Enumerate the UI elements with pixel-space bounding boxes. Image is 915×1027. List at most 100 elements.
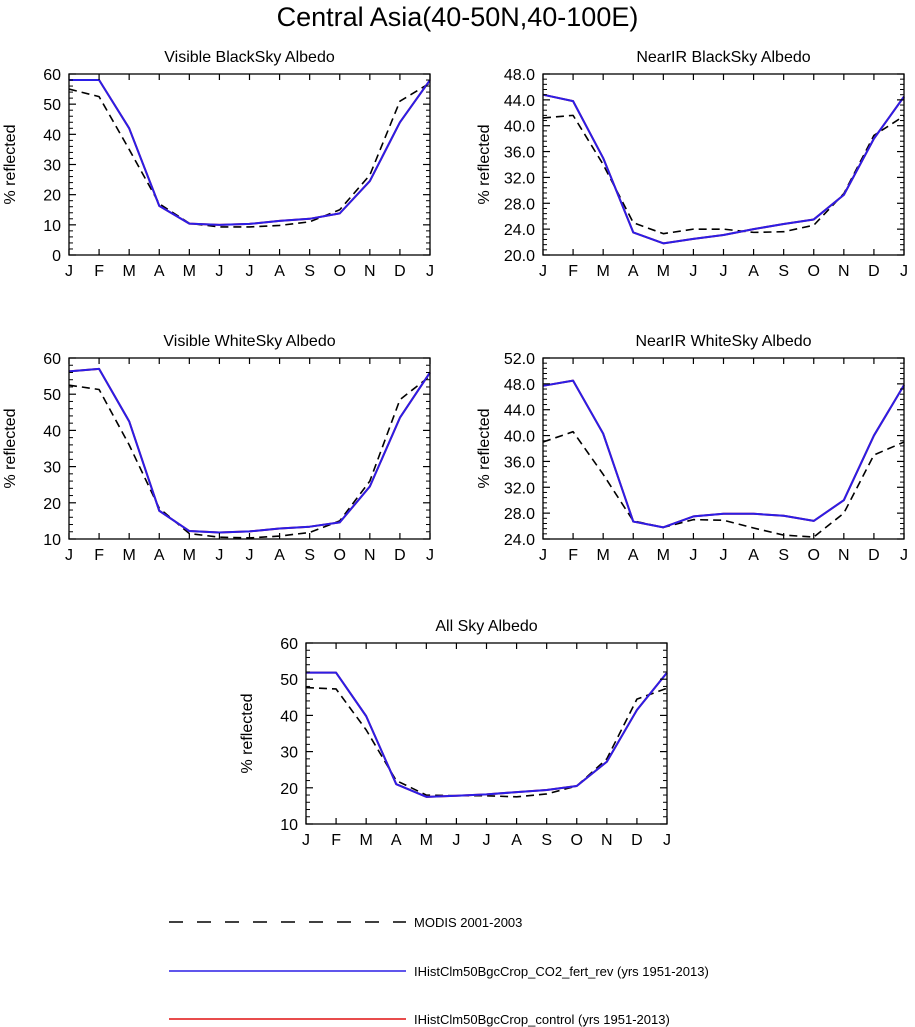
x-tick-label: A: [154, 547, 165, 564]
series-line-ihistclm50bgccrop-co2-fert-rev-yrs-1951-2013: [69, 79, 431, 226]
x-tick-label: S: [778, 263, 789, 280]
x-tick-label: A: [748, 547, 759, 564]
x-tick-label: J: [663, 832, 671, 849]
chart-title: NearIR BlackSky Albedo: [636, 49, 810, 66]
chart-nearir-whitesky-albedo: NearIR WhiteSky Albedo % reflected J F M A M J J…: [476, 333, 908, 564]
chart-title: All Sky Albedo: [435, 618, 537, 635]
x-tick-label: N: [364, 263, 376, 280]
y-tick-label: 44.0: [504, 403, 535, 420]
x-tick-label: M: [657, 263, 670, 280]
y-tick-label: 40.0: [504, 119, 535, 136]
y-tick-label: 24.0: [504, 532, 535, 549]
y-tick-label: 0: [52, 248, 61, 265]
x-tick-label: N: [364, 547, 376, 564]
series-line-ihistclm50bgccrop-co2-fert-rev-yrs-1951-2013: [68, 367, 431, 534]
y-tick-label: 50: [280, 672, 298, 689]
x-tick-label: M: [597, 547, 610, 564]
x-tick-label: F: [568, 547, 578, 564]
y-tick-label: 50: [43, 97, 61, 114]
x-tick-label: M: [183, 547, 196, 564]
x-tick-label: J: [900, 547, 908, 564]
y-tick-label: 50: [43, 387, 61, 404]
x-tick-label: J: [539, 263, 547, 280]
x-tick-label: J: [452, 832, 460, 849]
series-line-modis-2001-2003: [68, 82, 431, 228]
y-tick-label: 40: [43, 423, 61, 440]
x-tick-label: F: [94, 263, 104, 280]
x-tick-label: S: [778, 547, 789, 564]
x-tick-label: S: [304, 547, 315, 564]
x-tick-label: D: [394, 547, 406, 564]
x-tick-label: M: [123, 547, 136, 564]
y-tick-label: 30: [280, 745, 298, 762]
y-tick-label: 30: [43, 460, 61, 477]
series-line-ihistclm50bgccrop-co2-fert-rev-yrs-1951-2013: [306, 671, 668, 798]
x-tick-label: J: [483, 832, 491, 849]
series-line-ihistclm50bgccrop-co2-fert-rev-yrs-1951-2013: [542, 93, 905, 245]
y-tick-label: 24.0: [504, 222, 535, 239]
x-tick-label: D: [631, 832, 643, 849]
x-tick-label: A: [274, 547, 285, 564]
x-tick-label: J: [65, 263, 73, 280]
y-tick-label: 60: [43, 351, 61, 368]
x-tick-label: J: [720, 263, 728, 280]
legend-item-ihistclm50bgccrop-co2-fert-rev-yrs-1951-2013: IHistClm50BgcCrop_CO2_fert_rev (yrs 1951…: [169, 964, 709, 979]
x-tick-label: A: [628, 547, 639, 564]
y-axis-label: % reflected: [2, 408, 19, 488]
y-tick-label: 40: [43, 127, 61, 144]
y-tick-label: 10: [43, 532, 61, 549]
legend-label: MODIS 2001-2003: [414, 915, 522, 930]
x-tick-label: J: [900, 263, 908, 280]
x-tick-label: J: [689, 547, 697, 564]
x-tick-label: M: [123, 263, 136, 280]
y-tick-label: 36.0: [504, 145, 535, 162]
x-tick-label: S: [304, 263, 315, 280]
y-tick-label: 40.0: [504, 429, 535, 446]
y-axis-label: % reflected: [476, 408, 493, 488]
x-tick-label: O: [571, 832, 583, 849]
y-tick-label: 32.0: [504, 480, 535, 497]
x-tick-label: J: [539, 547, 547, 564]
x-tick-label: A: [748, 263, 759, 280]
x-tick-label: J: [65, 547, 73, 564]
x-tick-label: S: [541, 832, 552, 849]
y-tick-label: 20.0: [504, 248, 535, 265]
series-line-modis-2001-2003: [542, 430, 905, 538]
y-tick-label: 44.0: [504, 93, 535, 110]
chart-title: Visible BlackSky Albedo: [164, 49, 335, 66]
x-tick-label: D: [394, 263, 406, 280]
y-tick-label: 52.0: [504, 351, 535, 368]
legend-item-modis-2001-2003: MODIS 2001-2003: [169, 915, 522, 930]
y-tick-label: 48.0: [504, 377, 535, 394]
x-tick-label: J: [302, 832, 310, 849]
legend-label: IHistClm50BgcCrop_control (yrs 1951-2013…: [414, 1012, 670, 1027]
y-axis-label: % reflected: [2, 124, 19, 204]
x-tick-label: J: [720, 547, 728, 564]
y-tick-label: 10: [280, 817, 298, 834]
x-tick-label: A: [628, 263, 639, 280]
x-tick-label: M: [183, 263, 196, 280]
y-tick-label: 20: [280, 781, 298, 798]
y-tick-label: 10: [43, 218, 61, 235]
y-tick-label: 36.0: [504, 454, 535, 471]
x-tick-label: J: [426, 547, 434, 564]
y-tick-label: 20: [43, 496, 61, 513]
series-line-modis-2001-2003: [305, 686, 668, 798]
x-tick-label: J: [689, 263, 697, 280]
x-tick-label: D: [868, 263, 880, 280]
x-tick-label: D: [868, 547, 880, 564]
x-tick-label: J: [215, 263, 223, 280]
y-tick-label: 20: [43, 188, 61, 205]
x-tick-label: M: [420, 832, 433, 849]
x-tick-label: M: [360, 832, 373, 849]
x-tick-label: F: [568, 263, 578, 280]
x-tick-label: J: [426, 263, 434, 280]
legend-label: IHistClm50BgcCrop_CO2_fert_rev (yrs 1951…: [414, 964, 709, 979]
y-tick-label: 48.0: [504, 67, 535, 84]
y-axis-label: % reflected: [239, 693, 256, 773]
y-tick-label: 32.0: [504, 170, 535, 187]
x-tick-label: J: [215, 547, 223, 564]
x-tick-label: O: [334, 263, 346, 280]
